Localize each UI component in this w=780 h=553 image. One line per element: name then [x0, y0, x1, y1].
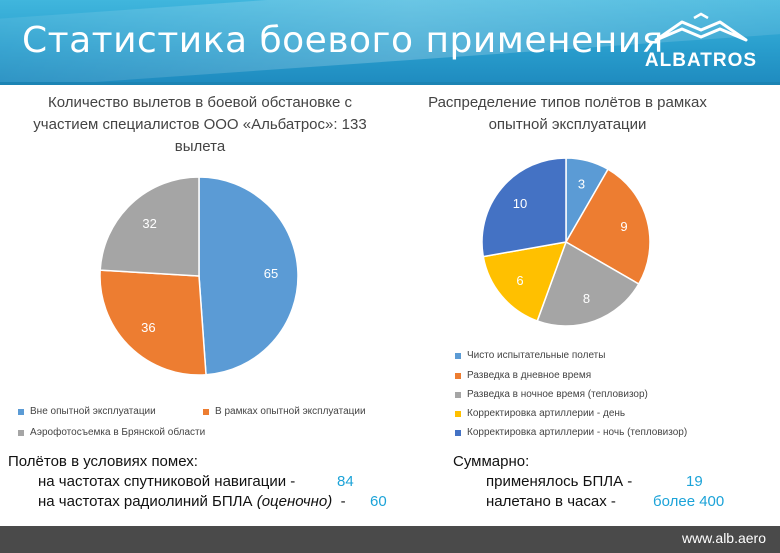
legend-item-art-night: Корректировка артиллерии - ночь (теплови…: [455, 427, 687, 438]
footer-bar: www.alb.aero: [0, 526, 780, 553]
legend-label: Вне опытной эксплуатации: [30, 406, 156, 417]
interference-value-gnss: 84: [337, 473, 354, 490]
pie1-data-label-1: 36: [141, 320, 155, 335]
legend-swatch: [455, 429, 461, 436]
legend-label: Аэрофотосъемка в Брянской области: [30, 427, 206, 438]
albatros-logo: ALBATROS: [642, 10, 760, 72]
chart1-title-line: вылета: [174, 138, 226, 155]
interference-row-gnss: на частотах спутниковой навигации -: [38, 473, 296, 490]
legend-item-night-recon: Разведка в ночное время (тепловизор): [455, 389, 648, 400]
interference-value-radio: 60: [370, 493, 387, 510]
legend-swatch: [203, 408, 209, 415]
interference-label-dash: -: [340, 493, 346, 510]
legend-item-opyt: В рамках опытной эксплуатации: [203, 406, 366, 417]
legend-swatch: [18, 408, 24, 415]
chart2-title-line: опытной эксплуатации: [488, 116, 647, 133]
pie2-data-label-2: 8: [583, 291, 590, 306]
chart2-title: Распределение типов полётов в рамках опы…: [395, 92, 740, 136]
chart1-title: Количество вылетов в боевой обстановке с…: [20, 92, 380, 158]
summary-row-uav: применялось БПЛА -: [486, 473, 633, 490]
legend-swatch: [455, 410, 461, 417]
logo-text: ALBATROS: [644, 50, 758, 71]
legend-item-vne: Вне опытной эксплуатации: [18, 406, 156, 417]
legend-item-test: Чисто испытательные полеты: [455, 350, 605, 361]
pie2-slice-2: [536, 240, 640, 327]
interference-heading: Полётов в условиях помех:: [8, 453, 198, 470]
pie2-slice-1: [564, 168, 651, 286]
footer-url: www.alb.aero: [681, 530, 766, 546]
summary-heading: Суммарно:: [453, 453, 530, 470]
chart1-title-line: Количество вылетов в боевой обстановке с: [48, 94, 352, 111]
pie2-data-label-1: 9: [620, 219, 627, 234]
legend-swatch: [455, 372, 461, 379]
legend-swatch: [455, 391, 461, 398]
legend-item-art-day: Корректировка артиллерии - день: [455, 408, 625, 419]
chart2-title-line: Распределение типов полётов в рамках: [428, 94, 707, 111]
pie1-slice-0: [198, 176, 299, 376]
summary-value-uav: 19: [686, 473, 703, 490]
interference-label-radio: на частотах радиолиний БПЛА: [38, 493, 253, 510]
header-banner: Статистика боевого применения ALBATROS: [0, 0, 780, 82]
pie2-slice-4: [481, 157, 567, 258]
page-title: Статистика боевого применения: [22, 20, 664, 61]
legend-swatch: [455, 352, 461, 359]
legend-label: Разведка в ночное время (тепловизор): [467, 389, 648, 400]
legend-label: Чисто испытательные полеты: [467, 350, 606, 361]
pie1-slice-1: [99, 269, 207, 376]
summary-value-hours: более 400: [653, 493, 725, 510]
legend-label: В рамках опытной эксплуатации: [215, 406, 366, 417]
legend-label: Корректировка артиллерии - ночь (теплови…: [467, 427, 688, 438]
legend-item-aero: Аэрофотосъемка в Брянской области: [18, 427, 205, 438]
bird-icon: [654, 12, 748, 42]
interference-row-radio: на частотах радиолиний БПЛА (оценочно) -: [38, 493, 346, 510]
chart1-title-line: участием специалистов ООО «Альбатрос»: 1…: [33, 116, 367, 133]
pie2-slice-3: [482, 241, 568, 322]
legend-swatch: [18, 429, 24, 436]
pie1-data-label-0: 65: [264, 266, 278, 281]
pie-chart-flights: 65 36 32: [99, 176, 299, 376]
pie-chart-flight-types: 3 9 8 6 10: [481, 157, 651, 327]
pie2-data-label-4: 10: [513, 196, 527, 211]
pie1-slice-2: [99, 176, 200, 277]
pie2-data-label-0: 3: [578, 177, 585, 192]
legend-label: Корректировка артиллерии - день: [467, 408, 626, 419]
pie1-data-label-2: 32: [142, 216, 156, 231]
header-divider: [0, 82, 780, 85]
pie2-data-label-3: 6: [516, 273, 523, 288]
interference-label-italic: (оценочно): [256, 493, 333, 510]
summary-row-hours: налетано в часах -: [486, 493, 616, 510]
legend-item-day-recon: Разведка в дневное время: [455, 370, 591, 381]
legend-label: Разведка в дневное время: [467, 370, 592, 381]
